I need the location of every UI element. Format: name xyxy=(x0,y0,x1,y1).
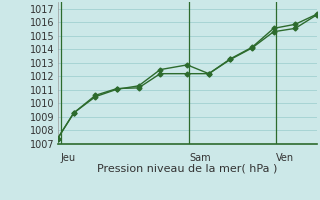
Text: Jeu: Jeu xyxy=(61,153,76,163)
Text: Sam: Sam xyxy=(189,153,211,163)
Text: Ven: Ven xyxy=(276,153,294,163)
X-axis label: Pression niveau de la mer( hPa ): Pression niveau de la mer( hPa ) xyxy=(97,163,277,173)
